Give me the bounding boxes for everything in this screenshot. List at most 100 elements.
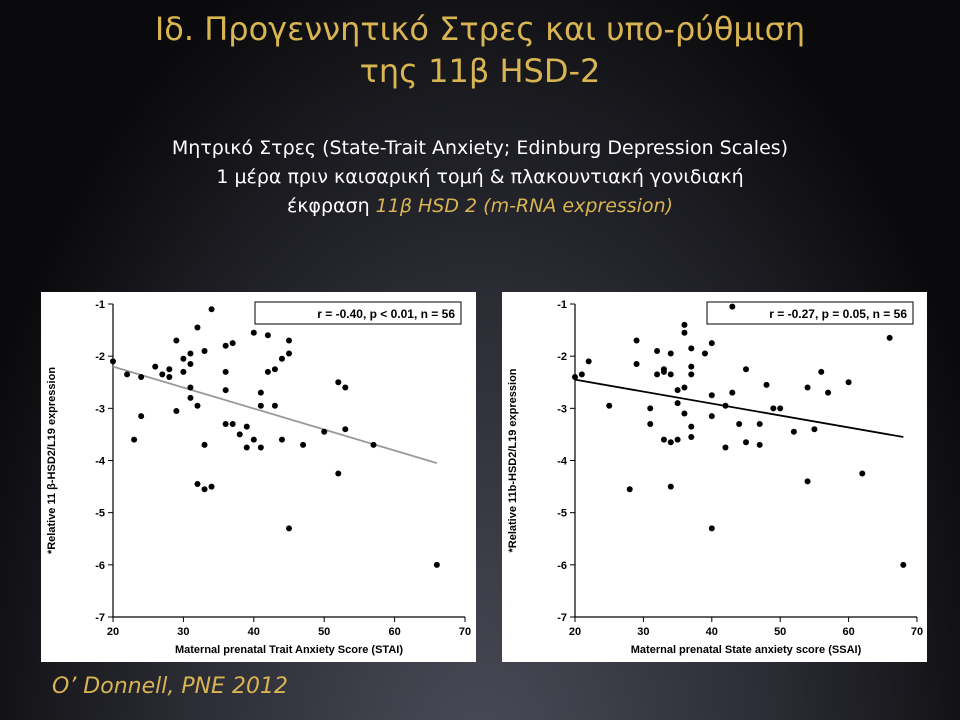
data-point (286, 337, 292, 344)
data-point (173, 337, 180, 344)
data-point (743, 366, 749, 373)
regression-line (574, 378, 904, 438)
data-point (222, 342, 229, 349)
data-point (243, 423, 250, 430)
data-point (335, 379, 342, 386)
data-point (777, 405, 784, 412)
slide-title: Ιδ. Προγεννητικό Στρες και υπο-ρύθμιση τ… (0, 8, 960, 92)
slide-subtitle: Μητρικό Στρες (State-Trait Anxiety; Edin… (0, 134, 960, 221)
data-point (208, 483, 215, 490)
data-point (152, 363, 159, 370)
data-point (667, 371, 674, 378)
data-point (633, 360, 640, 367)
data-point (250, 436, 257, 443)
data-point (187, 384, 194, 391)
chart-panel-trait-anxiety: -1 -2 -3 -4 -5 -6 -7 20 30 40 50 60 70 Maternal prena… (41, 292, 476, 662)
data-point (654, 371, 661, 378)
data-point (187, 360, 194, 367)
data-point (674, 400, 681, 407)
data-point (647, 420, 654, 427)
data-point (222, 420, 229, 427)
data-point (250, 329, 257, 336)
y-tick-label: -2 (95, 351, 105, 363)
data-point (187, 394, 194, 401)
data-point (335, 470, 342, 477)
subtitle-line-1: Μητρικό Στρες (State-Trait Anxiety; Edin… (171, 137, 789, 159)
data-point (729, 389, 736, 396)
y-tick-label: -5 (557, 508, 567, 520)
data-point (166, 374, 173, 381)
y-tick-label: -1 (95, 299, 105, 311)
data-point (201, 347, 208, 354)
data-point (342, 426, 349, 433)
data-point (681, 329, 688, 336)
data-point (187, 350, 194, 357)
data-point (180, 355, 187, 362)
subtitle-line-2: 1 μέρα πριν καισαρική τομή & πλακουντιακ… (216, 166, 744, 188)
x-tick-label: 40 (706, 626, 718, 638)
data-point (166, 366, 173, 373)
subtitle-line-3-accent: 11β HSD 2 (m-RNA expression) (375, 195, 674, 217)
data-point (300, 441, 307, 448)
chart-panel-state-anxiety: -1 -2 -3 -4 -5 -6 -7 20 30 40 50 60 70 Maternal prena… (502, 292, 927, 662)
y-axis-label: *Relative 11 β-HSD2/L19 expression (46, 367, 58, 554)
data-point (660, 436, 667, 443)
x-tick-label: 50 (318, 626, 330, 638)
data-point (229, 420, 236, 427)
data-point (138, 374, 145, 381)
data-point (804, 384, 811, 391)
data-point (278, 436, 285, 443)
x-tick-label: 30 (637, 626, 649, 638)
data-point (763, 381, 770, 388)
data-point (790, 428, 797, 435)
data-point (585, 358, 592, 365)
data-point (688, 345, 695, 352)
scatter-chart-trait-anxiety: -1 -2 -3 -4 -5 -6 -720 30 40 50 60 70 Maternal prena… (46, 299, 471, 656)
subtitle-line-3: έκφραση 11β HSD 2 (m-RNA expression) (0, 192, 960, 221)
data-point (370, 441, 377, 448)
x-axis-label: Maternal prenatal State anxiety score (S… (631, 644, 862, 656)
citation: O’ Donnell, PNE 2012 (52, 674, 288, 699)
data-point (194, 324, 201, 331)
data-point (804, 478, 811, 485)
data-point (681, 384, 688, 391)
y-tick-label: -5 (95, 508, 105, 520)
data-point (138, 413, 145, 420)
data-point (900, 561, 907, 568)
data-point (667, 439, 674, 446)
data-point (222, 368, 229, 375)
y-tick-label: -4 (557, 456, 568, 468)
data-point (208, 306, 215, 313)
data-point (743, 439, 749, 446)
data-point (194, 402, 201, 409)
data-point (756, 420, 763, 427)
data-point (688, 423, 695, 430)
x-tick-label: 60 (388, 626, 400, 638)
data-point (701, 350, 708, 357)
data-point (708, 525, 715, 532)
data-point (264, 368, 271, 375)
data-point (257, 444, 264, 451)
stats-annotation: r = -0.40, p < 0.01, n = 56 (317, 307, 455, 321)
y-tick-label: -6 (557, 560, 567, 572)
y-tick-label: -4 (95, 456, 106, 468)
stats-annotation: r = -0.27, p = 0.05, n = 56 (769, 307, 907, 321)
x-tick-label: 70 (911, 626, 923, 638)
y-tick-label: -1 (557, 299, 567, 311)
x-tick-label: 50 (774, 626, 786, 638)
slide-title-line-2: της 11β HSD-2 (359, 52, 601, 90)
data-point (818, 368, 825, 375)
data-point (201, 486, 208, 493)
data-point (236, 431, 243, 438)
data-point (243, 444, 250, 451)
x-axis-label: Maternal prenatal Trait Anxiety Score (S… (175, 644, 403, 656)
data-point (688, 434, 695, 441)
data-point (173, 407, 180, 414)
data-point (286, 525, 292, 532)
stats-annotation-box (254, 301, 462, 325)
data-point (845, 379, 852, 386)
x-tick-label: 20 (569, 626, 581, 638)
data-point (321, 428, 328, 435)
x-tick-label: 30 (177, 626, 189, 638)
data-point (756, 441, 763, 448)
